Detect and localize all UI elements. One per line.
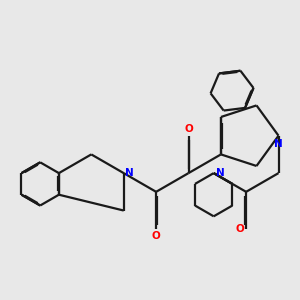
Text: O: O bbox=[152, 231, 161, 241]
Text: O: O bbox=[184, 124, 193, 134]
Text: N: N bbox=[216, 168, 224, 178]
Text: N: N bbox=[274, 140, 283, 149]
Text: O: O bbox=[236, 224, 244, 234]
Text: N: N bbox=[125, 168, 134, 178]
